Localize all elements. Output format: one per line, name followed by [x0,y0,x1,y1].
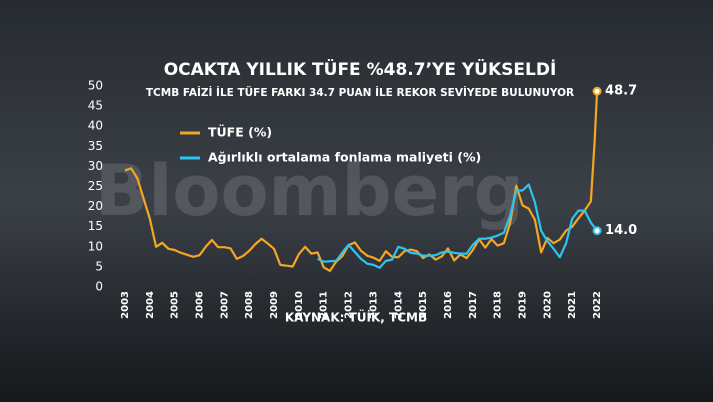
end-point [592,226,602,236]
legend-label: TÜFE (%) [208,125,272,140]
x-tick-label: 2009 [269,291,280,319]
x-tick-label: 2003 [120,291,131,319]
x-tick-label: 2011 [319,291,330,319]
value-label: 48.7 [605,84,637,99]
y-tick-label: 10 [88,239,103,253]
x-tick-label: 2006 [195,291,206,319]
x-tick-label: 2015 [418,291,429,319]
x-tick-label: 2016 [443,291,454,319]
value-label: 14.0 [605,223,637,238]
chart-title: OCAKTA YILLIK TÜFE %48.7’YE YÜKSELDİ [164,58,557,80]
y-tick-label: 5 [95,259,103,273]
x-tick-label: 2017 [468,291,479,319]
y-tick-label: 0 [95,280,103,294]
y-tick-label: 25 [88,179,103,193]
y-tick-label: 40 [88,119,103,133]
x-tick-label: 2014 [393,291,404,319]
legend-label: Ağırlıklı ortalama fonlama maliyeti (%) [208,150,481,165]
series-line [317,183,598,269]
x-tick-label: 2008 [244,291,255,319]
x-tick-label: 2019 [518,291,529,319]
x-tick-label: 2004 [145,291,156,319]
y-tick-label: 45 [88,99,103,113]
x-tick-label: 2021 [567,291,578,319]
x-tick-label: 2005 [170,291,181,319]
y-tick-label: 20 [88,199,103,213]
y-tick-label: 50 [88,79,103,93]
chart-subtitle: TCMB FAİZİ İLE TÜFE FARKI 34.7 PUAN İLE … [146,85,574,99]
x-tick-label: 2010 [294,291,305,319]
y-tick-label: 15 [88,219,103,233]
y-tick-label: 35 [88,139,103,153]
x-tick-label: 2018 [493,291,504,319]
end-point [592,86,602,96]
x-tick-label: 2012 [344,291,355,319]
watermark: Bloomberg [95,150,524,232]
x-tick-label: 2013 [368,291,379,319]
x-tick-label: 2007 [219,291,230,319]
y-tick-label: 30 [88,159,103,173]
source: KAYNAK: TÜİK, TCMB [285,310,427,325]
x-tick-label: 2020 [542,291,553,319]
series-line [124,91,599,273]
x-tick-label: 2022 [592,291,603,319]
